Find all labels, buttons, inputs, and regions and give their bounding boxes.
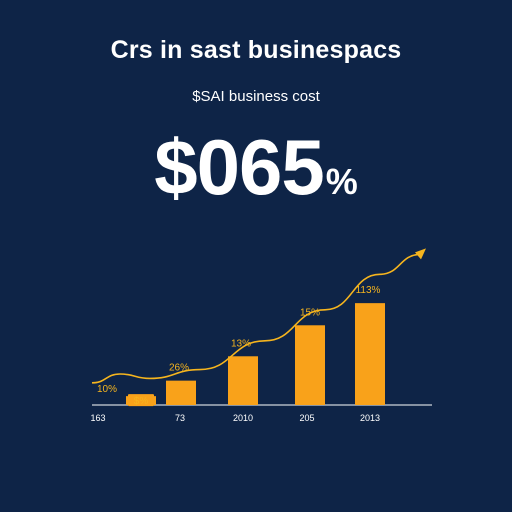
line-start-label: 10%: [97, 384, 117, 395]
bar-5: [355, 303, 385, 405]
bar-4: [295, 325, 325, 405]
bars-group: [126, 303, 385, 405]
data-label-5: 113%: [356, 285, 381, 296]
x-tick-label-3: 2010: [233, 413, 253, 423]
x-ticks-group: 163 73 2010 205 2013: [90, 413, 380, 423]
x-tick-label-5: 2013: [360, 413, 380, 423]
headline-number: $065: [154, 123, 325, 211]
line-group: [91, 248, 426, 384]
data-label-2: 26%: [169, 363, 189, 374]
chart-title: Crs in sast businespacs: [110, 36, 402, 64]
headline-unit: %: [325, 161, 358, 202]
data-label-1: $%: [134, 396, 149, 407]
x-tick-label-4: 205: [299, 413, 314, 423]
data-labels-group: $% 26% 13% 15% 113% 10%: [97, 285, 381, 407]
data-label-box-1: [128, 394, 154, 407]
data-label-4: 15%: [300, 307, 320, 318]
trend-line: [91, 253, 421, 384]
chart-subtitle: $SAI business cost: [192, 88, 320, 105]
x-tick-label-1: 163: [90, 413, 105, 423]
headline-value: $065%: [0, 128, 512, 206]
bar-2: [166, 380, 196, 405]
x-tick-label-2: 73: [175, 413, 185, 423]
bar-3: [228, 356, 258, 405]
trend-arrow-head: [415, 248, 426, 260]
data-label-3: 13%: [231, 338, 251, 349]
